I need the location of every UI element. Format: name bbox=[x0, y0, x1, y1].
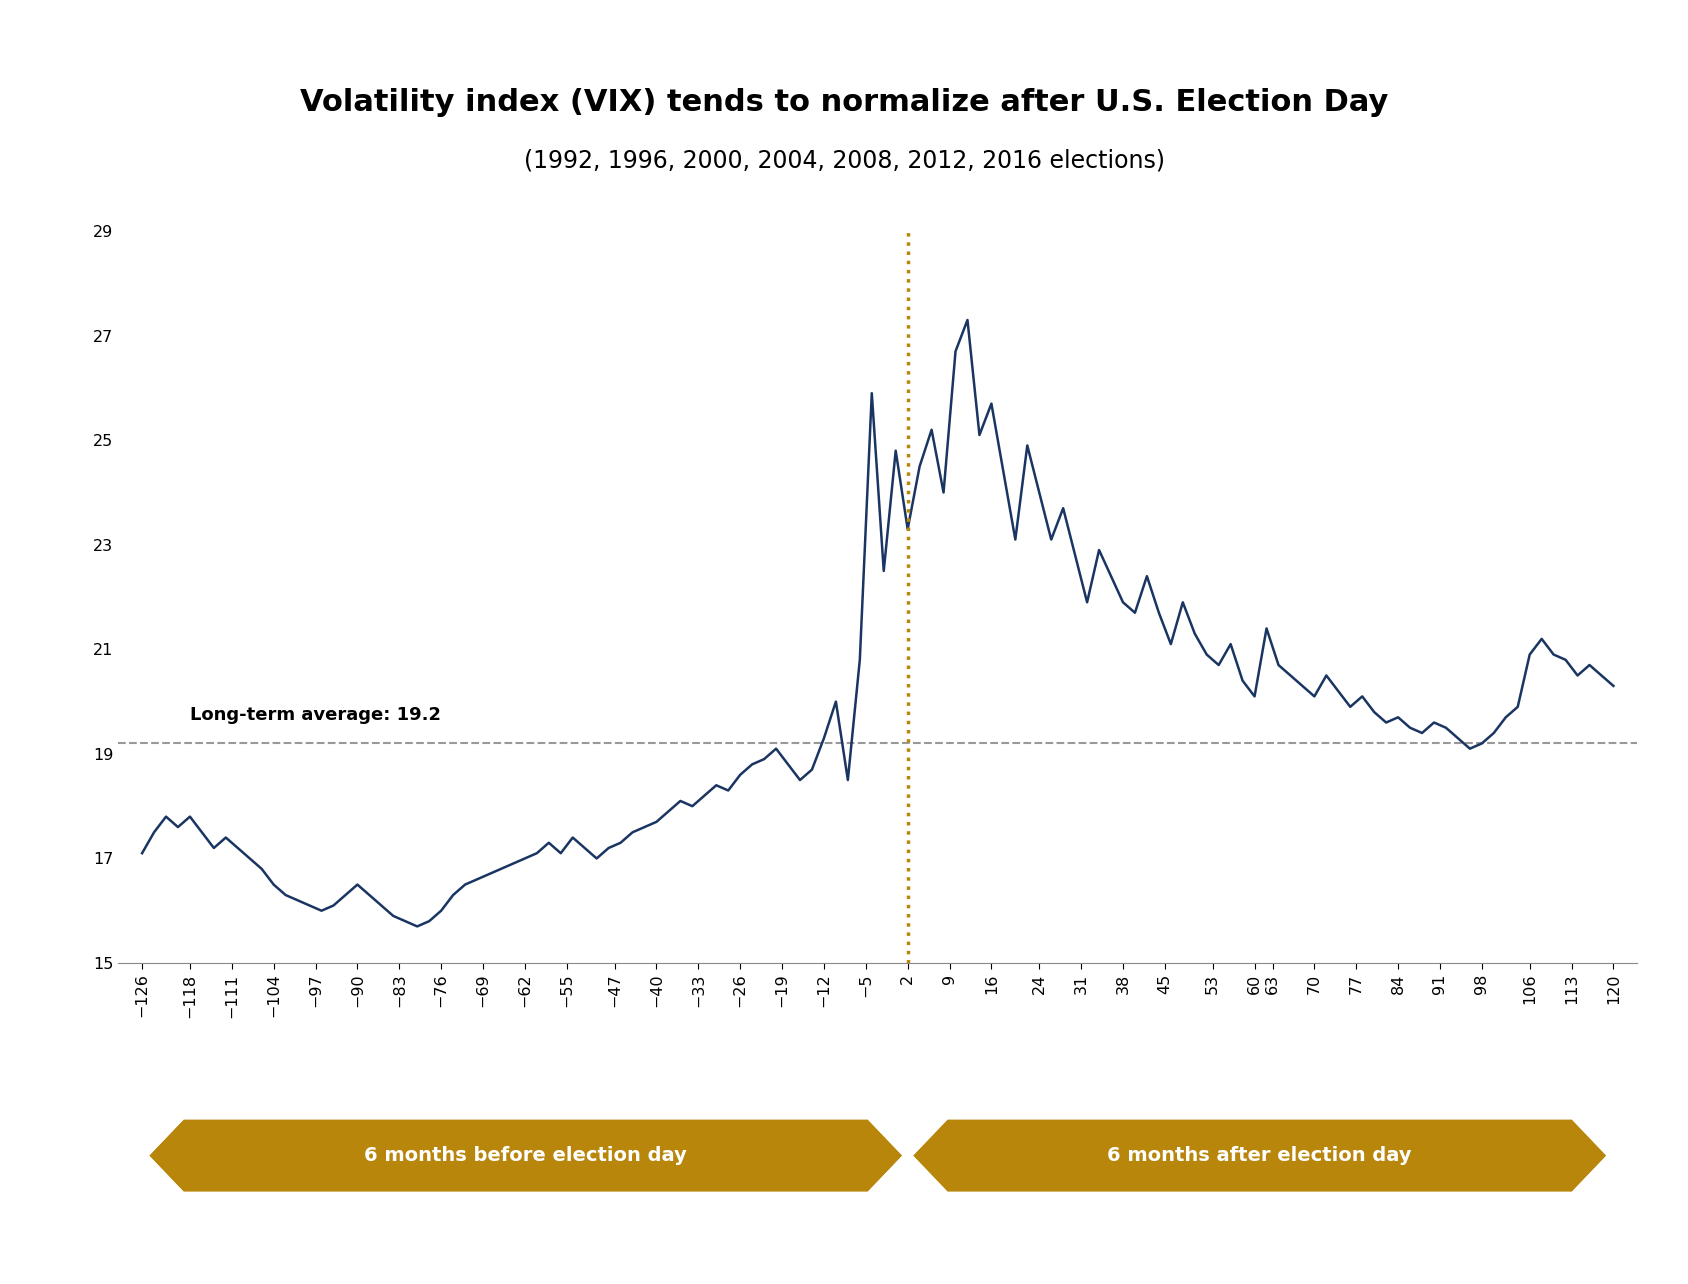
Text: 6 months after election day: 6 months after election day bbox=[1107, 1147, 1411, 1165]
Text: Volatility index (VIX) tends to normalize after U.S. Election Day: Volatility index (VIX) tends to normaliz… bbox=[300, 89, 1388, 117]
Polygon shape bbox=[150, 1120, 901, 1192]
Text: (1992, 1996, 2000, 2004, 2008, 2012, 2016 elections): (1992, 1996, 2000, 2004, 2008, 2012, 201… bbox=[523, 149, 1165, 172]
Text: 6 months before election day: 6 months before election day bbox=[365, 1147, 687, 1165]
Polygon shape bbox=[150, 1120, 901, 1192]
Polygon shape bbox=[915, 1120, 1605, 1192]
Polygon shape bbox=[915, 1120, 1605, 1192]
Text: Long-term average: 19.2: Long-term average: 19.2 bbox=[191, 706, 441, 724]
